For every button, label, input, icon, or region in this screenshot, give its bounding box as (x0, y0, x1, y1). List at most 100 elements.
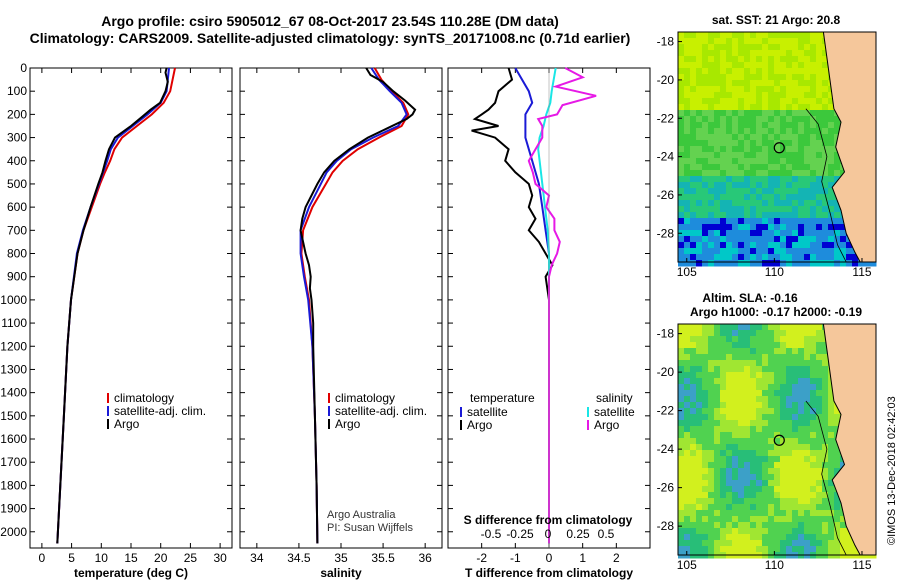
map-cell (738, 224, 745, 231)
map-cell (786, 372, 793, 379)
map-cell (810, 522, 817, 529)
map-cell (714, 170, 721, 177)
map-cell (750, 128, 757, 135)
map-cell (810, 450, 817, 457)
map-cell (792, 360, 799, 367)
map-cell (738, 486, 745, 493)
map-cell (744, 432, 751, 439)
map-cell (840, 534, 847, 541)
map-cell (732, 236, 739, 243)
map-cell (792, 348, 799, 355)
map-cell (696, 546, 703, 553)
map-cell (720, 32, 727, 39)
map-cell (738, 354, 745, 361)
map-cell (732, 104, 739, 111)
map-cell (786, 254, 793, 261)
map-cell (720, 260, 727, 267)
map-cell (690, 224, 697, 231)
map-cell (744, 38, 751, 45)
map-cell (774, 128, 781, 135)
map-cell (744, 80, 751, 87)
map-cell (708, 372, 715, 379)
map-cell (810, 194, 817, 201)
map-cell (720, 354, 727, 361)
map-cell (798, 438, 805, 445)
map-cell (822, 426, 829, 433)
map-cell (690, 50, 697, 57)
map-cell (732, 546, 739, 553)
map-cell (774, 390, 781, 397)
map-cell (834, 420, 841, 427)
map-cell (720, 182, 727, 189)
map-cell (690, 32, 697, 39)
map-cell (822, 396, 829, 403)
map-cell (840, 522, 847, 529)
map-cell (732, 38, 739, 45)
map-cell (804, 528, 811, 535)
map-cell (744, 182, 751, 189)
map-cell (834, 456, 841, 463)
map-cell (786, 110, 793, 117)
map-cell (714, 444, 721, 451)
map-cell (804, 438, 811, 445)
map-cell (804, 50, 811, 57)
map-cell (690, 324, 697, 331)
depth-tick-label: 600 (7, 200, 27, 214)
map-cell (744, 408, 751, 415)
map-cell (720, 152, 727, 159)
map-cell (768, 176, 775, 183)
map-cell (792, 236, 799, 243)
map-cell (738, 242, 745, 249)
map-cell (738, 444, 745, 451)
map-cell (708, 152, 715, 159)
map-cell (762, 68, 769, 75)
map-cell (690, 248, 697, 255)
map-cell (708, 68, 715, 75)
map-cell (678, 474, 685, 481)
map-cell (678, 534, 685, 541)
map-cell (774, 516, 781, 523)
map-cell (816, 182, 823, 189)
map-cell (780, 348, 787, 355)
map-cell (726, 188, 733, 195)
map-cell (786, 456, 793, 463)
map-cell (678, 498, 685, 505)
map-cell (684, 462, 691, 469)
map-cell (780, 230, 787, 237)
map-cell (810, 200, 817, 207)
map-cell (678, 32, 685, 39)
map-cell (792, 182, 799, 189)
map-cell (750, 104, 757, 111)
map-cell (768, 122, 775, 129)
map-cell (774, 384, 781, 391)
legend-label-satellite-adj-clim-: satellite-adj. clim. (335, 404, 427, 418)
map-cell (702, 438, 709, 445)
map-cell (720, 146, 727, 153)
map-cell (708, 414, 715, 421)
map-cell (798, 414, 805, 421)
map-cell (786, 68, 793, 75)
map-cell (780, 462, 787, 469)
map-cell (804, 152, 811, 159)
map-cell (780, 516, 787, 523)
map-cell (822, 188, 829, 195)
map-cell (810, 140, 817, 147)
map-cell (720, 396, 727, 403)
map-cell (744, 86, 751, 93)
map-cell (798, 396, 805, 403)
map-cell (786, 426, 793, 433)
map-cell (804, 396, 811, 403)
map-cell (774, 456, 781, 463)
map-cell (738, 254, 745, 261)
map-cell (786, 176, 793, 183)
map-cell (768, 134, 775, 141)
map-cell (798, 32, 805, 39)
map-cell (822, 170, 829, 177)
map-cell (768, 360, 775, 367)
map-cell (780, 188, 787, 195)
map-cell (792, 110, 799, 117)
map-cell (828, 468, 835, 475)
map-cell (810, 206, 817, 213)
map-cell (780, 254, 787, 261)
map-cell (750, 480, 757, 487)
